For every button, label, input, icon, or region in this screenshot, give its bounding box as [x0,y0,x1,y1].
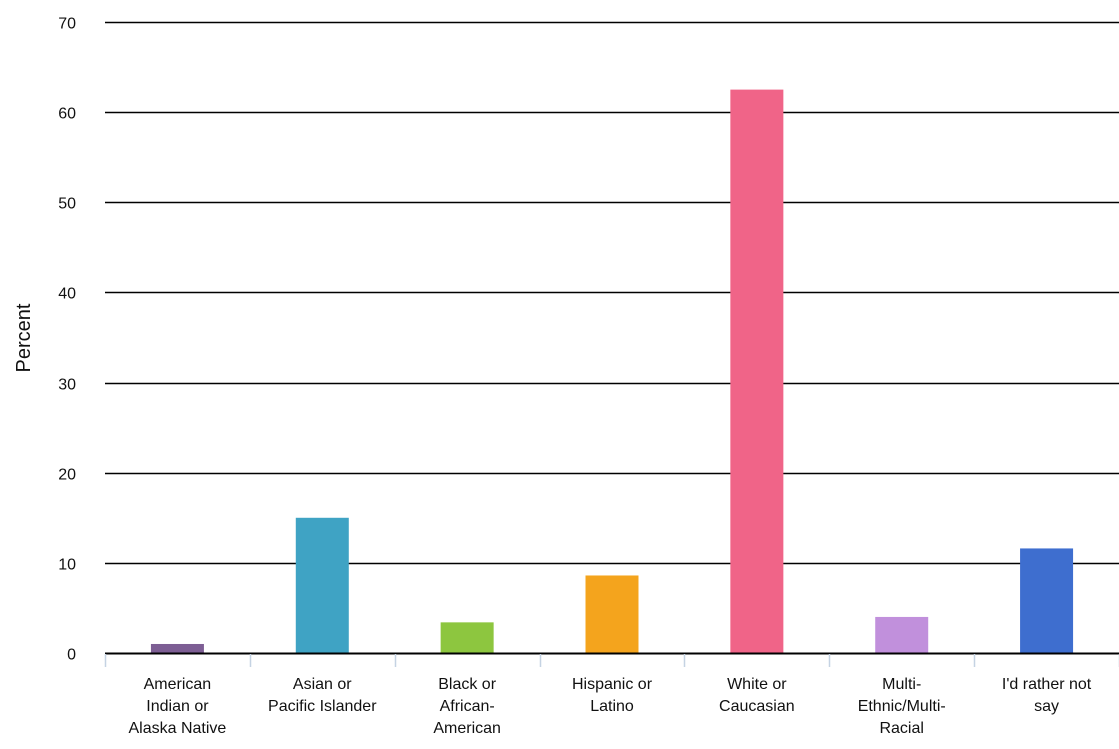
bar [440,622,494,653]
bar [150,643,204,653]
y-tick-label: 20 [58,467,76,484]
y-tick-label: 60 [58,106,76,123]
bar [1020,548,1074,653]
y-tick-label: 0 [67,647,76,664]
y-tick-label: 40 [58,286,76,303]
x-category-label: American Indian or Alaska Native [129,676,227,737]
y-tick-label: 70 [58,16,76,33]
bar [295,517,349,653]
bars [150,89,1074,654]
bar [875,616,929,653]
y-tick-label: 30 [58,377,76,394]
bar [585,575,639,653]
y-axis-title: Percent [13,303,35,372]
x-category-label: I'd rather not say [1002,676,1092,715]
x-category-label: White or Caucasian [719,676,795,715]
x-axis [104,652,1119,667]
x-category-label: Hispanic or Latino [572,676,653,715]
y-tick-label: 10 [58,557,76,574]
y-tick-label: 50 [58,196,76,213]
x-category-label: Asian or Pacific Islander [268,676,377,715]
bar [730,89,784,654]
x-category-labels: American Indian or Alaska Native Asian or Pa… [129,676,1092,737]
y-tick-labels: 0 10 20 30 40 50 60 70 [58,16,76,664]
gridlines [105,21,1119,565]
x-category-label: Multi-Ethnic/Multi-Racial [858,676,946,737]
x-category-label: Black or African-American [433,676,501,737]
